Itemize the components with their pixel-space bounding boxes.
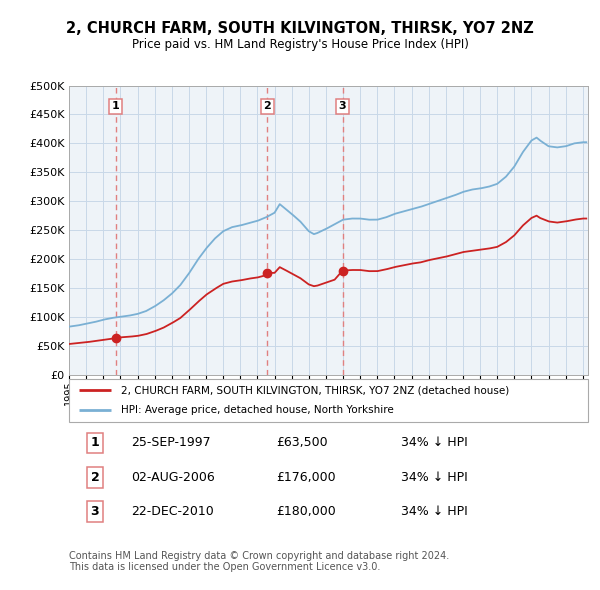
Text: 34% ↓ HPI: 34% ↓ HPI: [401, 505, 468, 518]
Text: 34% ↓ HPI: 34% ↓ HPI: [401, 471, 468, 484]
FancyBboxPatch shape: [69, 379, 588, 422]
Text: £63,500: £63,500: [277, 437, 328, 450]
Text: 34% ↓ HPI: 34% ↓ HPI: [401, 437, 468, 450]
Text: 02-AUG-2006: 02-AUG-2006: [131, 471, 215, 484]
Text: Contains HM Land Registry data © Crown copyright and database right 2024.
This d: Contains HM Land Registry data © Crown c…: [69, 550, 449, 572]
Text: 3: 3: [91, 505, 99, 518]
Text: 2, CHURCH FARM, SOUTH KILVINGTON, THIRSK, YO7 2NZ: 2, CHURCH FARM, SOUTH KILVINGTON, THIRSK…: [66, 21, 534, 35]
Text: 2: 2: [91, 471, 100, 484]
Text: £180,000: £180,000: [277, 505, 337, 518]
Text: HPI: Average price, detached house, North Yorkshire: HPI: Average price, detached house, Nort…: [121, 405, 394, 415]
Text: £176,000: £176,000: [277, 471, 336, 484]
Text: 22-DEC-2010: 22-DEC-2010: [131, 505, 214, 518]
Text: 2: 2: [263, 101, 271, 112]
Text: Price paid vs. HM Land Registry's House Price Index (HPI): Price paid vs. HM Land Registry's House …: [131, 38, 469, 51]
Text: 3: 3: [339, 101, 346, 112]
Text: 2, CHURCH FARM, SOUTH KILVINGTON, THIRSK, YO7 2NZ (detached house): 2, CHURCH FARM, SOUTH KILVINGTON, THIRSK…: [121, 385, 509, 395]
Text: 1: 1: [91, 437, 100, 450]
Text: 25-SEP-1997: 25-SEP-1997: [131, 437, 211, 450]
Text: 1: 1: [112, 101, 119, 112]
